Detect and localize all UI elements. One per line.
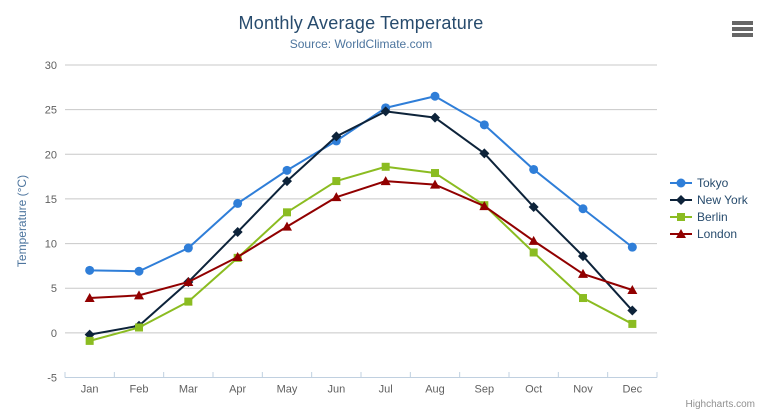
x-axis-label: Jan — [81, 384, 99, 396]
x-axis-label: Jul — [379, 384, 393, 396]
x-axis-label: Feb — [130, 384, 149, 396]
legend-symbol-tokyo — [676, 178, 686, 187]
y-axis-label: 30 — [45, 60, 57, 72]
series-marker-berlin[interactable] — [283, 208, 291, 217]
series-marker-new-york[interactable] — [331, 131, 342, 142]
y-axis-label: 0 — [51, 328, 57, 340]
series-line-berlin[interactable] — [88, 165, 634, 342]
chart-subtitle: Source: WorldClimate.com — [289, 37, 433, 51]
legend-item-new-york[interactable]: New York — [670, 191, 748, 208]
series-marker-berlin[interactable] — [431, 169, 439, 178]
series-marker-berlin[interactable] — [579, 294, 587, 303]
y-axis-title: Temperature (°C) — [15, 174, 29, 268]
series-marker-london[interactable] — [578, 268, 588, 278]
series-marker-tokyo[interactable] — [578, 204, 588, 214]
series-marker-london[interactable] — [134, 290, 144, 300]
series-line-london[interactable] — [88, 180, 634, 300]
series-marker-berlin[interactable] — [628, 319, 637, 328]
series-marker-tokyo[interactable] — [430, 91, 440, 101]
series-marker-new-york[interactable] — [282, 176, 292, 187]
legend-item-label: Tokyo — [697, 175, 729, 190]
series-new-york — [84, 106, 638, 340]
legend-marker-berlin-icon — [670, 212, 692, 221]
series-line-tokyo[interactable] — [88, 95, 634, 273]
series-marker-berlin[interactable] — [381, 162, 390, 171]
series-marker-london[interactable] — [528, 235, 539, 245]
x-axis-label: Oct — [525, 384, 542, 396]
legend-symbol-berlin — [677, 212, 685, 221]
series-marker-tokyo[interactable] — [479, 120, 489, 130]
legend-symbol-new-york — [676, 194, 686, 205]
x-axis-label: Mar — [179, 384, 198, 396]
y-axis-label: 15 — [45, 194, 57, 206]
series-marker-berlin[interactable] — [529, 248, 538, 257]
legend-item-label: London — [697, 226, 738, 241]
y-axis-label: 5 — [51, 283, 57, 295]
x-axis-label: Apr — [229, 384, 246, 396]
legend-symbol-london — [676, 228, 686, 238]
series-marker-berlin[interactable] — [332, 177, 341, 186]
series-marker-tokyo[interactable] — [233, 198, 243, 208]
legend-marker-tokyo-icon — [670, 178, 692, 187]
legend-item-berlin[interactable]: Berlin — [670, 208, 748, 225]
series-london — [84, 176, 638, 303]
hamburger-icon — [732, 21, 754, 37]
legend-item-label: New York — [697, 192, 748, 207]
y-axis-label: 25 — [45, 105, 57, 117]
series-marker-london[interactable] — [331, 192, 342, 202]
series-marker-new-york[interactable] — [479, 148, 490, 159]
series-marker-new-york[interactable] — [578, 251, 588, 262]
series-marker-london[interactable] — [183, 276, 194, 286]
series-line-new-york[interactable] — [88, 110, 634, 336]
legend-item-label: Berlin — [697, 209, 728, 224]
series-marker-new-york[interactable] — [627, 305, 638, 316]
x-axis-label: Dec — [623, 384, 643, 396]
series-tokyo — [85, 91, 637, 276]
series-marker-new-york[interactable] — [430, 112, 440, 123]
y-axis-label: 10 — [45, 239, 57, 251]
series-marker-new-york[interactable] — [232, 226, 243, 237]
series-marker-london[interactable] — [282, 221, 292, 231]
export-menu-button[interactable] — [731, 20, 755, 38]
x-axis-label: Sep — [475, 384, 495, 396]
legend-marker-london-icon — [670, 228, 692, 238]
series-marker-berlin[interactable] — [135, 323, 143, 332]
series-marker-new-york[interactable] — [528, 201, 539, 212]
credits-link[interactable]: Highcharts.com — [685, 399, 755, 410]
series-marker-tokyo[interactable] — [282, 165, 292, 175]
legend-item-tokyo[interactable]: Tokyo — [670, 174, 748, 191]
x-axis-label: May — [277, 384, 298, 396]
series-marker-london[interactable] — [232, 251, 243, 261]
series-marker-london[interactable] — [430, 179, 440, 189]
y-axis-label: -5 — [47, 373, 57, 385]
series-marker-new-york[interactable] — [380, 106, 391, 117]
series-marker-tokyo[interactable] — [85, 265, 95, 275]
series-marker-tokyo[interactable] — [134, 266, 144, 276]
x-axis-label: Jun — [327, 384, 345, 396]
legend: Tokyo New York Berlin London — [670, 174, 748, 242]
series-marker-london[interactable] — [479, 201, 490, 211]
series-marker-tokyo[interactable] — [627, 242, 637, 252]
x-axis-label: Nov — [573, 384, 593, 396]
series-marker-london[interactable] — [627, 285, 638, 294]
chart-title: Monthly Average Temperature — [238, 13, 484, 33]
series-marker-berlin[interactable] — [85, 336, 94, 345]
series-marker-london[interactable] — [380, 176, 391, 186]
series-marker-london[interactable] — [84, 293, 95, 303]
series-marker-tokyo[interactable] — [529, 164, 539, 174]
series-marker-berlin[interactable] — [184, 297, 193, 306]
y-axis-label: 20 — [45, 149, 57, 161]
x-axis-label: Aug — [425, 384, 445, 396]
series-marker-tokyo[interactable] — [183, 243, 193, 253]
legend-marker-new-york-icon — [670, 194, 692, 205]
legend-item-london[interactable]: London — [670, 225, 748, 242]
